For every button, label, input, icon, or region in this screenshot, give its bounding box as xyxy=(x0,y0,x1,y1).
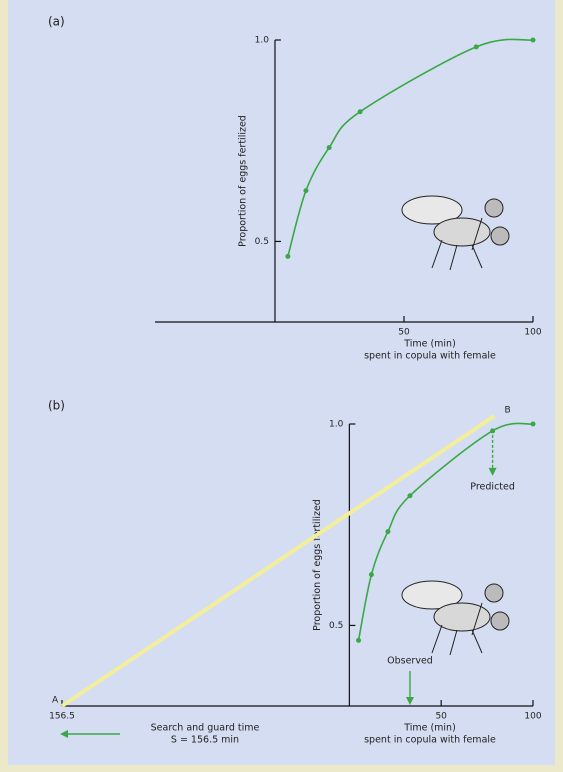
data-point xyxy=(358,109,363,114)
x-tick-label: 50 xyxy=(435,712,447,722)
y-tick-label: 0.5 xyxy=(255,237,269,247)
panel-label: (b) xyxy=(48,399,65,413)
data-point xyxy=(285,254,290,259)
data-point xyxy=(531,38,536,43)
x-axis-label: spent in copula with female xyxy=(364,735,496,746)
x-tick-label: 50 xyxy=(398,328,410,338)
data-point xyxy=(407,493,412,498)
x-axis-label: Time (min) xyxy=(403,723,456,734)
data-point xyxy=(474,44,479,49)
panel-label: (a) xyxy=(48,15,65,29)
annotation: Observed xyxy=(387,656,433,667)
panel-background xyxy=(8,0,555,765)
data-point xyxy=(356,638,361,643)
data-point xyxy=(369,572,374,577)
figure: (a) 1.0 0.5 50 100 Proportion of eggs fertili… xyxy=(0,0,563,772)
y-tick-label: 1.0 xyxy=(255,36,270,46)
data-point xyxy=(531,422,536,427)
y-tick-label: 1.0 xyxy=(329,420,344,430)
data-point xyxy=(327,145,332,150)
y-axis-label: Proportion of eggs fertilized xyxy=(312,499,323,631)
y-axis-label: Proportion of eggs fertilized xyxy=(237,115,248,247)
annotation: S = 156.5 min xyxy=(171,735,239,746)
annotation: Predicted xyxy=(470,481,515,492)
x-tick-label: 100 xyxy=(524,712,541,722)
point-label: A xyxy=(52,696,59,706)
y-tick-label: 0.5 xyxy=(329,621,343,631)
x-tick-label: 156.5 xyxy=(49,712,75,722)
annotation: Search and guard time xyxy=(151,723,260,734)
data-point xyxy=(303,188,308,193)
x-axis-label: spent in copula with female xyxy=(364,351,496,362)
data-point xyxy=(490,428,495,433)
x-tick-label: 100 xyxy=(524,328,541,338)
data-point xyxy=(385,529,390,534)
x-axis-label: Time (min) xyxy=(403,339,456,350)
point-label: B xyxy=(504,405,510,415)
